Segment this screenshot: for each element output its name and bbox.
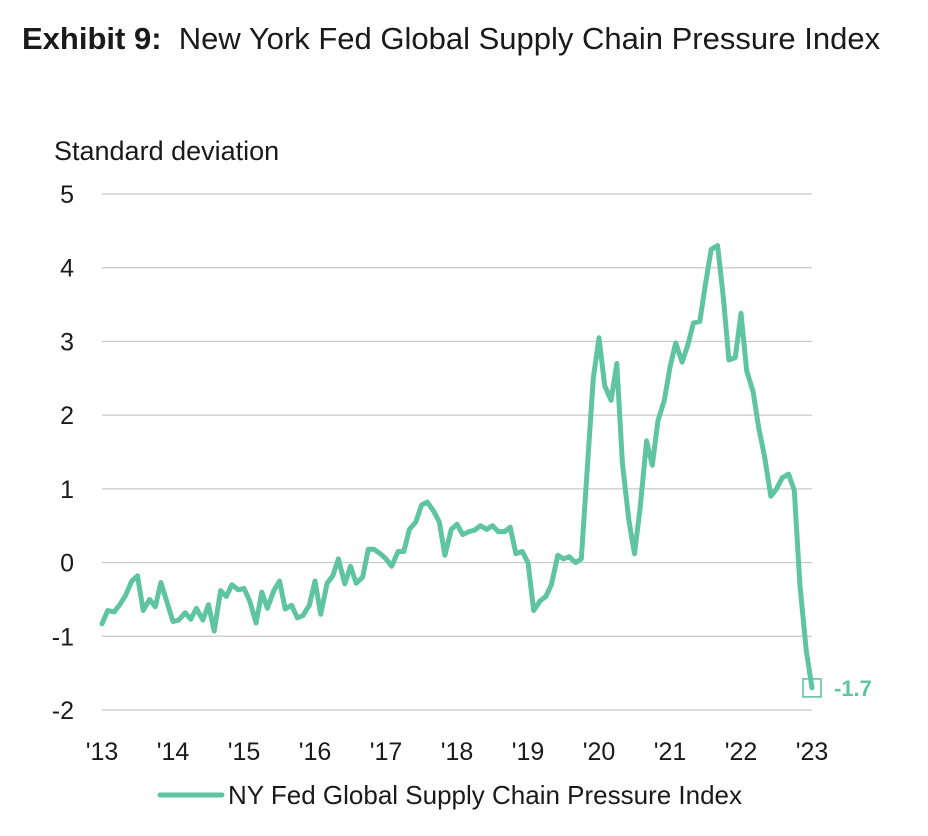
- y-tick-label: -1: [52, 623, 74, 651]
- x-tick-label: '14: [157, 738, 190, 766]
- x-tick-label: '21: [654, 738, 687, 766]
- series-group: [99, 243, 815, 691]
- y-axis-label: Standard deviation: [54, 136, 279, 166]
- x-tick-label: '17: [370, 738, 403, 766]
- y-tick-label: -2: [52, 697, 74, 725]
- exhibit-label: Exhibit 9:: [22, 21, 162, 56]
- x-tick-label: '23: [796, 738, 829, 766]
- x-tick-label: '15: [228, 738, 261, 766]
- end-value-label: -1.7: [834, 676, 872, 701]
- y-tick-label: 0: [60, 550, 74, 578]
- end-annotation: -1.7: [802, 676, 872, 701]
- y-tick-labels: -2 -1 0 1 2 3 4 5: [52, 181, 74, 725]
- y-tick-label: 5: [60, 181, 74, 209]
- y-tick-label: 3: [60, 328, 74, 356]
- chart-title: Exhibit 9: New York Fed Global Supply Ch…: [22, 18, 902, 60]
- y-tick-label: 4: [60, 255, 74, 283]
- series-line: [99, 243, 815, 691]
- x-tick-label: '22: [725, 738, 758, 766]
- x-tick-label: '19: [512, 738, 545, 766]
- x-tick-label: '13: [86, 738, 119, 766]
- y-tick-label: 2: [60, 402, 74, 430]
- end-marker: [802, 678, 822, 698]
- x-tick-label: '20: [583, 738, 616, 766]
- x-tick-labels: '13 '14 '15 '16 '17 '18 '19 '20 '21 '22 '23: [86, 738, 829, 766]
- y-tick-label: 1: [60, 476, 74, 504]
- legend-label: NY Fed Global Supply Chain Pressure Inde…: [228, 780, 742, 810]
- legend: NY Fed Global Supply Chain Pressure Inde…: [157, 780, 742, 810]
- x-tick-label: '18: [441, 738, 474, 766]
- gridlines: [102, 193, 812, 711]
- title-text: New York Fed Global Supply Chain Pressur…: [178, 21, 881, 56]
- x-tick-label: '16: [299, 738, 332, 766]
